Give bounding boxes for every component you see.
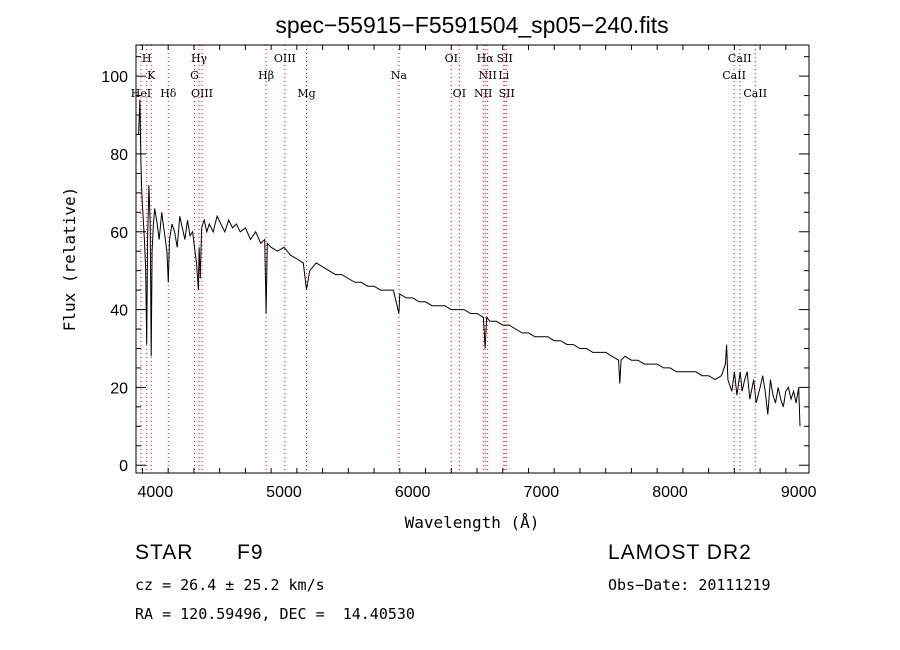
y-tick-label: 60 — [110, 225, 128, 242]
line-marker-label: Li — [498, 69, 509, 82]
line-marker-label: SII — [497, 52, 513, 65]
x-axis-label: Wavelength (Å) — [405, 513, 540, 532]
x-tick-label: 5000 — [266, 484, 302, 501]
spectral-subclass: F9 — [237, 541, 264, 564]
x-tick-label: 4000 — [138, 484, 174, 501]
ra-dec-coordinates: RA = 120.59496, DEC = 14.40530 — [135, 605, 415, 623]
x-tick-label: 7000 — [524, 484, 560, 501]
observation-date: Obs−Date: 20111219 — [608, 576, 771, 594]
redshift-velocity: cz = 26.4 ± 25.2 km/s — [135, 576, 325, 594]
line-marker-label: OIII — [274, 52, 296, 65]
y-axis-ticks: 0 20 40 60 80 100 — [101, 56, 809, 475]
x-tick-label: 8000 — [652, 484, 688, 501]
survey-release: LAMOST DR2 — [608, 541, 752, 564]
line-marker-label: OIII — [191, 87, 213, 100]
line-marker-label: Hδ — [160, 87, 177, 100]
line-marker-label: NII — [474, 87, 492, 100]
y-tick-label: 80 — [110, 147, 128, 164]
line-marker-label: OI — [445, 52, 458, 65]
line-markers — [140, 45, 756, 473]
y-tick-label: 0 — [119, 458, 128, 475]
spectrum-line — [138, 99, 801, 427]
line-marker-label: Hβ — [258, 69, 274, 82]
y-tick-label: 40 — [110, 303, 128, 320]
line-marker-label: CaII — [722, 69, 746, 82]
x-tick-label: 9000 — [781, 484, 817, 501]
line-marker-label: NII — [479, 69, 497, 82]
line-marker-label: CaII — [743, 87, 767, 100]
object-class: STAR — [135, 541, 194, 564]
y-tick-label: 20 — [110, 380, 128, 397]
line-marker-label: K — [147, 69, 156, 82]
chart-title: spec−55915−F5591504_sp05−240.fits — [275, 12, 668, 38]
line-marker-label: G — [190, 69, 199, 82]
line-marker-label: Mg — [297, 87, 315, 100]
line-marker-label: H — [142, 52, 152, 65]
line-marker-label: SII — [499, 87, 515, 100]
line-marker-label: Hα — [477, 52, 495, 65]
plot-frame — [135, 44, 810, 474]
line-marker-label: Hγ — [191, 52, 208, 65]
x-tick-label: 6000 — [395, 484, 431, 501]
line-marker-label: Na — [391, 69, 408, 82]
y-axis-label: Flux (relative) — [60, 187, 79, 332]
line-marker-label: CaII — [728, 52, 752, 65]
x-axis-ticks: 4000 5000 6000 7000 8000 9000 — [138, 45, 817, 501]
line-marker-label: HeI — [131, 87, 151, 100]
line-marker-label: OI — [453, 87, 466, 100]
y-tick-label: 100 — [101, 69, 128, 86]
